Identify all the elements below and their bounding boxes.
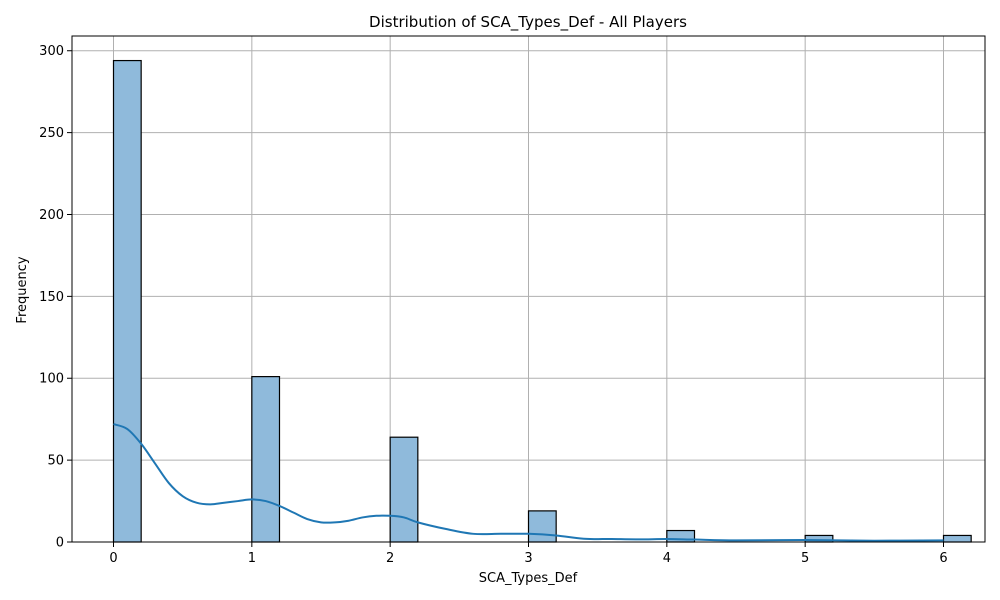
y-tick-label: 250	[39, 126, 64, 141]
y-tick-label: 200	[39, 208, 64, 223]
chart-title: Distribution of SCA_Types_Def - All Play…	[369, 13, 687, 32]
kde-curve	[113, 423, 944, 542]
x-tick-label: 0	[109, 551, 117, 566]
x-tick-label: 4	[663, 551, 671, 566]
y-tick-label: 300	[39, 44, 64, 59]
y-tick-label: 50	[47, 454, 64, 469]
y-axis-ticks: 0 50 100 150 200 250 300	[39, 44, 72, 551]
histogram-bar	[942, 534, 972, 543]
y-tick-label: 150	[39, 290, 64, 305]
y-tick-label: 0	[56, 536, 64, 551]
x-tick-label: 1	[248, 551, 256, 566]
x-tick-label: 6	[939, 551, 947, 566]
y-axis-label: Frequency	[15, 256, 30, 323]
x-tick-label: 2	[386, 551, 394, 566]
x-tick-label: 3	[524, 551, 532, 566]
x-tick-label: 5	[801, 551, 809, 566]
y-tick-label: 100	[39, 372, 64, 387]
histogram-bar	[251, 376, 281, 543]
histogram-bar	[527, 510, 557, 543]
histogram-bar	[112, 59, 142, 543]
x-axis-label: SCA_Types_Def	[479, 571, 578, 586]
histogram-bar	[389, 436, 419, 543]
x-axis-ticks: 0 1 2 3 4 5 6	[109, 542, 948, 566]
bars	[112, 59, 972, 543]
grid	[72, 36, 985, 543]
